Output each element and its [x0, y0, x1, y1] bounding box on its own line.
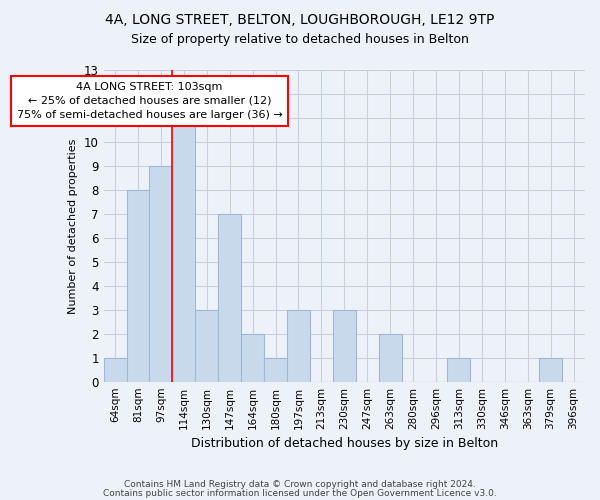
Bar: [241, 334, 264, 382]
Bar: [195, 310, 218, 382]
Text: Size of property relative to detached houses in Belton: Size of property relative to detached ho…: [131, 32, 469, 46]
Bar: [448, 358, 470, 382]
Text: Contains public sector information licensed under the Open Government Licence v3: Contains public sector information licen…: [103, 489, 497, 498]
Text: Contains HM Land Registry data © Crown copyright and database right 2024.: Contains HM Land Registry data © Crown c…: [124, 480, 476, 489]
Bar: [333, 310, 356, 382]
X-axis label: Distribution of detached houses by size in Belton: Distribution of detached houses by size …: [191, 437, 498, 450]
Bar: [539, 358, 562, 382]
Bar: [287, 310, 310, 382]
Bar: [379, 334, 401, 382]
Bar: [149, 166, 172, 382]
Bar: [264, 358, 287, 382]
Bar: [218, 214, 241, 382]
Bar: [104, 358, 127, 382]
Text: 4A, LONG STREET, BELTON, LOUGHBOROUGH, LE12 9TP: 4A, LONG STREET, BELTON, LOUGHBOROUGH, L…: [106, 12, 494, 26]
Bar: [172, 118, 195, 382]
Y-axis label: Number of detached properties: Number of detached properties: [68, 138, 78, 314]
Text: 4A LONG STREET: 103sqm
← 25% of detached houses are smaller (12)
75% of semi-det: 4A LONG STREET: 103sqm ← 25% of detached…: [17, 82, 283, 120]
Bar: [127, 190, 149, 382]
